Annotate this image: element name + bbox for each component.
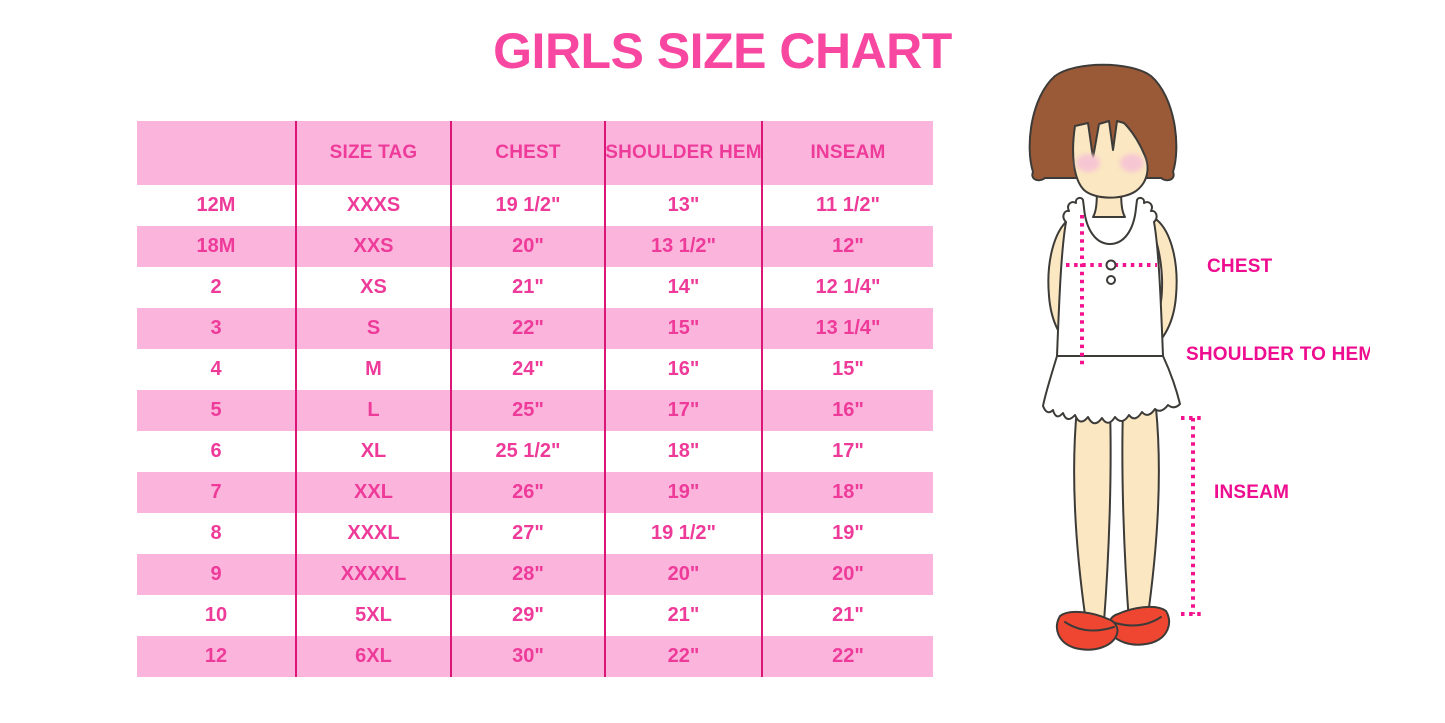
table-cell: 8 — [137, 513, 297, 554]
girl-leg-right — [1121, 407, 1160, 623]
table-row: 12 6XL 30" 22" 22" — [137, 636, 933, 677]
table-cell: 22" — [832, 645, 864, 667]
page-title: GIRLS SIZE CHART — [493, 23, 952, 79]
table-cell: 16" — [606, 349, 763, 390]
header-cell-size-tag: SIZE TAG — [297, 121, 452, 185]
table-cell: S — [297, 308, 452, 349]
table-cell: M — [297, 349, 452, 390]
table-cell: 6XL — [297, 636, 452, 677]
table-row: 12M XXXS 19 1/2" 13" 11 1/2" — [137, 185, 933, 226]
table-cell: 28" — [452, 554, 606, 595]
table-cell: 19" — [832, 522, 864, 544]
shoe-strap-left — [1064, 621, 1115, 632]
table-cell: 3 — [137, 308, 297, 349]
table-cell: 19 1/2" — [452, 185, 606, 226]
table-row: 7 XXL 26" 19" 18" — [137, 472, 933, 513]
table-cell: XS — [297, 267, 452, 308]
table-cell: XXXXL — [297, 554, 452, 595]
table-cell: 29" — [452, 595, 606, 636]
table-row: 4 M 24" 16" 15" — [137, 349, 933, 390]
table-row: 3 S 22" 15" 13 1/4" — [137, 308, 933, 349]
girl-skirt — [1042, 355, 1181, 425]
table-cell: 14" — [606, 267, 763, 308]
blush-right — [1120, 154, 1144, 172]
shirt-button-bottom — [1106, 275, 1116, 285]
table-cell: 12M — [137, 185, 297, 226]
table-cell: 15" — [832, 358, 864, 380]
chest-label: CHEST — [1207, 256, 1273, 277]
table-row: 6 XL 25 1/2" 18" 17" — [137, 431, 933, 472]
table-cell: 18M — [137, 226, 297, 267]
table-body: 12M XXXS 19 1/2" 13" 11 1/2" 18M XXS 20" 13 1/2"… — [137, 185, 933, 677]
table-cell: XXS — [297, 226, 452, 267]
table-row: 2 XS 21" 14" 12 1/4" — [137, 267, 933, 308]
table-cell: 20" — [452, 226, 606, 267]
table-header-row: SIZE TAG CHEST SHOULDER HEM INSEAM — [137, 121, 933, 185]
table-cell: 5XL — [297, 595, 452, 636]
girl-leg-left — [1073, 407, 1112, 623]
table-cell: 22" — [452, 308, 606, 349]
table-row: 5 L 25" 17" 16" — [137, 390, 933, 431]
table-cell: 12 1/4" — [815, 276, 881, 298]
table-cell: 24" — [452, 349, 606, 390]
table-cell: 12 — [137, 636, 297, 677]
table-cell: 19 1/2" — [606, 513, 763, 554]
table-cell: 13 1/4" — [815, 317, 881, 339]
shirt-button-top — [1105, 259, 1117, 271]
table-cell: 20" — [832, 563, 864, 585]
header-cell-inseam: INSEAM — [810, 142, 886, 163]
table-cell: 25" — [452, 390, 606, 431]
table-row: 18M XXS 20" 13 1/2" 12" — [137, 226, 933, 267]
table-cell: 4 — [137, 349, 297, 390]
table-cell: 7 — [137, 472, 297, 513]
table-cell: 21" — [832, 604, 864, 626]
table-cell: 22" — [606, 636, 763, 677]
table-cell: 11 1/2" — [816, 194, 880, 216]
table-cell: 30" — [452, 636, 606, 677]
table-cell: L — [297, 390, 452, 431]
blush-left — [1076, 154, 1100, 172]
girl-illustration: CHEST SHOULDER TO HEM INSEAM — [1028, 63, 1374, 651]
header-cell-size — [137, 121, 297, 185]
table-cell: 20" — [606, 554, 763, 595]
table-cell: 26" — [452, 472, 606, 513]
table-cell: 18" — [606, 431, 763, 472]
table-cell: 13" — [606, 185, 763, 226]
table-cell: 17" — [606, 390, 763, 431]
table-cell: XXXS — [297, 185, 452, 226]
table-cell: 17" — [832, 440, 864, 462]
table-cell: 13 1/2" — [606, 226, 763, 267]
table-cell: 9 — [137, 554, 297, 595]
table-row: 9 XXXXL 28" 20" 20" — [137, 554, 933, 595]
table-cell: 15" — [606, 308, 763, 349]
shoe-strap-right — [1111, 616, 1162, 627]
table-cell: 6 — [137, 431, 297, 472]
size-table: SIZE TAG CHEST SHOULDER HEM INSEAM 12M XX… — [137, 121, 933, 677]
table-cell: XL — [297, 431, 452, 472]
table-cell: XXXL — [297, 513, 452, 554]
table-row: 10 5XL 29" 21" 21" — [137, 595, 933, 636]
header-cell-chest: CHEST — [452, 121, 606, 185]
table-cell: 25 1/2" — [452, 431, 606, 472]
table-cell: 19" — [606, 472, 763, 513]
table-cell: 12" — [832, 235, 864, 257]
table-cell: 18" — [832, 481, 864, 503]
table-cell: 21" — [606, 595, 763, 636]
table-cell: 21" — [452, 267, 606, 308]
table-cell: 27" — [452, 513, 606, 554]
table-cell: XXL — [297, 472, 452, 513]
size-guide-figure: CHEST SHOULDER TO HEM INSEAM — [1020, 60, 1374, 670]
inseam-label: INSEAM — [1214, 482, 1289, 503]
table-row: 8 XXXL 27" 19 1/2" 19" — [137, 513, 933, 554]
table-cell: 2 — [137, 267, 297, 308]
header-cell-shoulder-hem: SHOULDER HEM — [605, 121, 763, 185]
table-cell: 16" — [832, 399, 864, 421]
shoulder-to-hem-label: SHOULDER TO HEM — [1186, 344, 1370, 365]
table-cell: 5 — [137, 390, 297, 431]
table-cell: 10 — [137, 595, 297, 636]
girl-face — [1072, 120, 1149, 199]
